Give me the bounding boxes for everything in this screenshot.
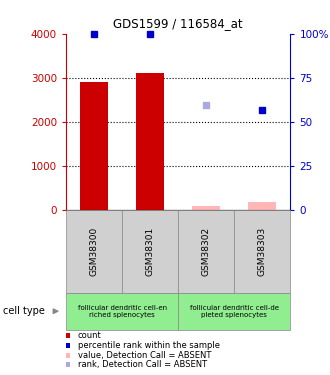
Text: follicular dendritic cell-de
pleted splenocytes: follicular dendritic cell-de pleted sple… — [190, 305, 279, 318]
Bar — [136, 74, 164, 210]
Text: rank, Detection Call = ABSENT: rank, Detection Call = ABSENT — [78, 360, 207, 369]
Text: GSM38300: GSM38300 — [89, 226, 99, 276]
Text: GDS1599 / 116584_at: GDS1599 / 116584_at — [114, 17, 243, 30]
Text: GSM38303: GSM38303 — [258, 226, 267, 276]
Bar — [192, 206, 220, 210]
Bar — [248, 202, 277, 210]
Text: count: count — [78, 331, 101, 340]
Text: value, Detection Call = ABSENT: value, Detection Call = ABSENT — [78, 351, 211, 360]
Text: percentile rank within the sample: percentile rank within the sample — [78, 341, 219, 350]
Text: cell type: cell type — [3, 306, 45, 316]
Text: follicular dendritic cell-en
riched splenocytes: follicular dendritic cell-en riched sple… — [78, 305, 167, 318]
Text: GSM38301: GSM38301 — [146, 226, 155, 276]
Bar — [80, 82, 108, 210]
Text: GSM38302: GSM38302 — [202, 226, 211, 276]
